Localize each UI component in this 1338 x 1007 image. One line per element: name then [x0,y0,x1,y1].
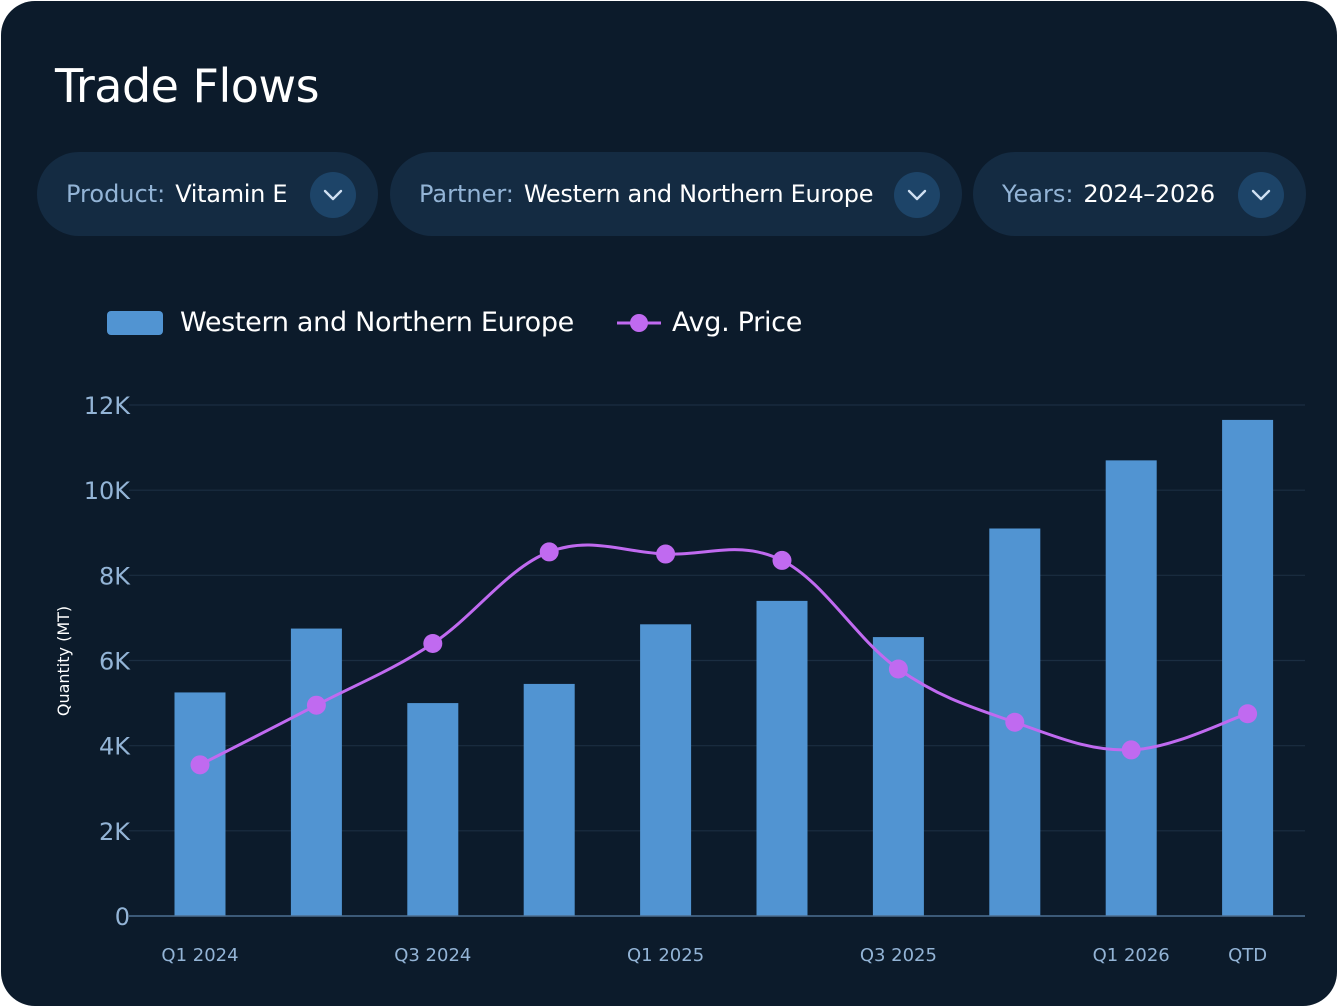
bar [407,703,459,916]
bar [756,600,808,916]
years-filter-label: Years: [1002,180,1074,208]
years-filter-value: 2024–2026 [1083,180,1215,208]
x-tick-label: QTD [1228,945,1267,966]
bar [640,624,692,916]
bar [290,628,342,916]
y-tick-label: 8K [99,562,131,590]
chevron-down-icon[interactable] [1238,172,1284,218]
legend-item-bars[interactable]: Western and Northern Europe [107,307,574,338]
avg-price-point [539,542,559,562]
y-tick-label: 2K [99,818,131,846]
avg-price-point [423,633,443,653]
x-tick-label: Q1 2026 [1093,945,1170,966]
x-tick-label: Q3 2024 [394,945,471,966]
x-tick-label: Q3 2025 [860,945,937,966]
avg-price-point [1121,740,1141,760]
avg-price-line [199,543,1249,767]
avg-price-point [1238,704,1258,724]
bar [1105,460,1157,916]
product-filter[interactable]: Product: Vitamin E [37,152,378,236]
bar [1222,419,1274,916]
x-tick-label: Q1 2024 [161,945,238,966]
legend-bar-swatch [107,310,163,335]
chevron-down-icon[interactable] [310,172,356,218]
y-tick-label: 12K [84,392,132,420]
bar [523,683,575,916]
page-title: Trade Flows [55,59,320,113]
years-filter[interactable]: Years: 2024–2026 [973,152,1306,236]
bar [989,528,1041,916]
bar [872,637,924,916]
avg-price-point [656,544,676,564]
product-filter-label: Product: [66,180,166,208]
y-tick-label: 6K [99,648,131,676]
y-axis-label: Quantity (MT) [54,606,73,716]
x-tick-label: Q1 2025 [627,945,704,966]
y-tick-label: 4K [99,733,131,761]
avg-price-point [306,695,326,715]
partner-filter[interactable]: Partner: Western and Northern Europe [390,152,962,236]
avg-price-point [1005,712,1025,732]
bar [174,692,226,916]
product-filter-value: Vitamin E [175,180,288,208]
y-tick-label: 0 [115,903,130,931]
avg-price-point [190,755,210,775]
legend-label-bars: Western and Northern Europe [180,307,574,338]
partner-filter-label: Partner: [419,180,514,208]
avg-price-point [772,550,792,570]
legend-label-line: Avg. Price [672,307,803,338]
legend-line-swatch [617,313,661,332]
partner-filter-value: Western and Northern Europe [523,180,874,208]
y-tick-label: 10K [84,477,132,505]
legend-item-line[interactable]: Avg. Price [616,307,802,338]
chevron-down-icon[interactable] [894,172,940,218]
avg-price-point [888,659,908,679]
